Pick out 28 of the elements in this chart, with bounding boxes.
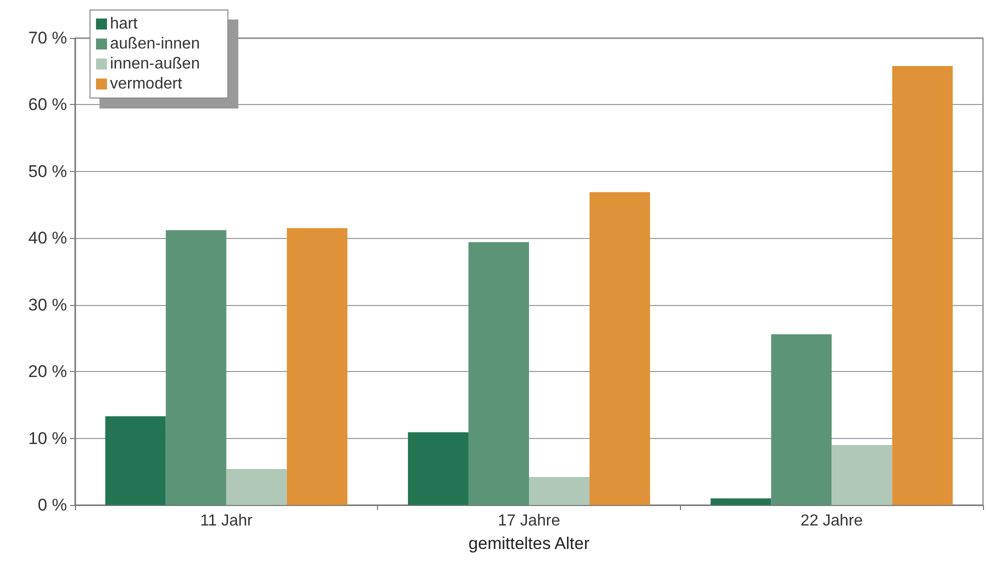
legend-label: vermodert [110,76,183,92]
bar [892,66,953,505]
x-axis-title: gemitteltes Alter [468,534,590,553]
bar [771,334,832,505]
y-tick-label: 40 % [28,228,67,248]
x-tick-label: 22 Jahre [800,512,863,530]
bar [468,242,529,505]
x-tick-label: 17 Jahre [498,512,560,530]
bar [832,444,892,505]
y-tick-label: 20 % [28,362,67,382]
bar [226,468,287,505]
y-tick-label: 0 % [38,496,67,514]
x-tick-label: 11 Jahr [200,512,254,530]
y-tick-label: 70 % [28,28,67,48]
bar [529,476,590,505]
bar [286,228,348,505]
legend-label: außen-innen [110,36,200,52]
y-tick-label: 30 % [28,295,67,314]
bar [590,192,650,505]
bar [710,498,772,505]
legend-label: innen-außen [110,56,200,72]
y-tick-label: 10 % [28,428,67,448]
legend-label: hart [110,16,138,32]
bar [408,432,468,505]
bar [166,230,226,505]
y-tick-label: 50 % [28,162,67,181]
y-tick-label: 60 % [28,95,67,114]
bar [105,416,166,505]
